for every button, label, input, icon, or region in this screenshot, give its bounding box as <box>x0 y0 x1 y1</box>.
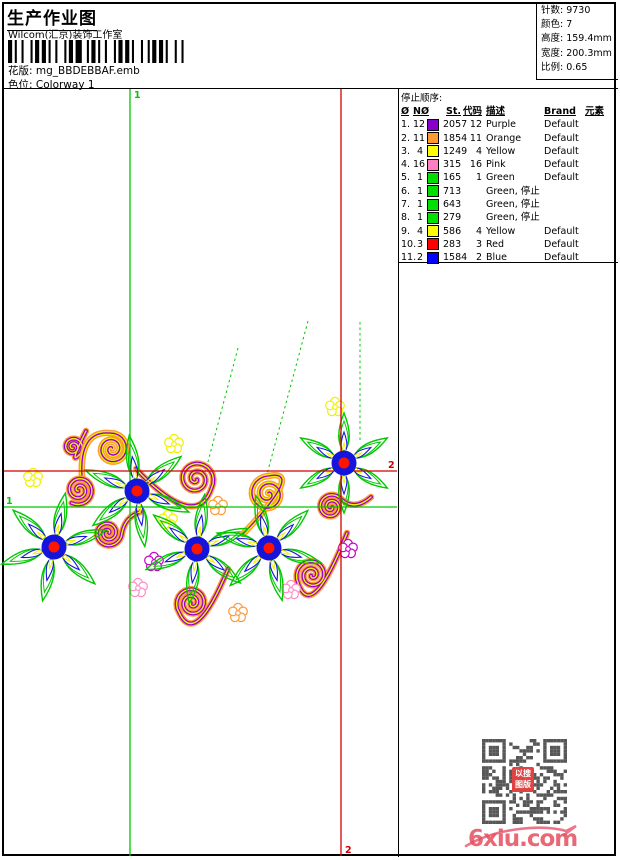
color-swatch <box>427 132 439 145</box>
svg-text:1: 1 <box>134 90 141 101</box>
table-row: 2. 11 1854 11 Orange Default <box>401 132 579 145</box>
table-row: 11. 2 1584 2 Blue Default <box>401 251 579 264</box>
col-brand: Brand <box>544 106 576 117</box>
seal-text-row: 图版 <box>515 780 531 789</box>
pattern-row: 花版: mg_BBDEBBAF.emb <box>8 63 140 78</box>
stop-sequence-header: Ø NØ St. 代码 描述 Brand 元素 <box>400 105 617 118</box>
design-stats-panel: 针数: 9730 颜色: 7 高度: 159.4mm 宽度: 200.3mm 比例: 0… <box>536 2 618 80</box>
design-area-right-border <box>398 88 399 857</box>
svg-text:1: 1 <box>6 496 13 507</box>
table-row: 4. 16 315 16 Pink Default <box>401 158 579 171</box>
stat-row: 宽度: 200.3mm <box>541 47 612 59</box>
stop-sequence-title: 停止顺序: <box>401 93 443 104</box>
color-swatch <box>427 225 439 238</box>
table-row: 9. 4 586 4 Yellow Default <box>401 225 579 238</box>
col-stitches: St. <box>446 106 461 117</box>
color-swatch <box>427 158 439 171</box>
watermark-text: 6xiu.com <box>468 826 578 852</box>
color-swatch <box>427 211 439 224</box>
table-row: 6. 1 713 Green, 停止 <box>401 185 540 198</box>
pattern-label: 花版: <box>8 65 33 77</box>
svg-text:2: 2 <box>388 460 395 471</box>
stat-row: 针数: 9730 <box>541 5 591 16</box>
stop-sequence-rows: 1. 12 2057 12 Purple Default 2. 11 1854 11 Orange D… <box>400 118 617 264</box>
color-swatch <box>427 251 439 264</box>
company-name: Wilcom(汇京)装饰工作室 <box>8 30 123 41</box>
header-divider <box>2 88 618 89</box>
col-seq: Ø <box>401 106 410 117</box>
color-swatch <box>427 198 439 211</box>
table-row: 7. 1 643 Green, 停止 <box>401 198 540 211</box>
table-row: 3. 4 1249 4 Yellow Default <box>401 145 579 158</box>
barcode <box>8 40 184 63</box>
col-element: 元素 <box>585 106 605 117</box>
svg-text:2: 2 <box>345 845 352 856</box>
stat-row: 颜色: 7 <box>541 19 573 31</box>
table-row: 10. 3 283 3 Red Default <box>401 238 579 251</box>
stop-table-bottom-border <box>399 262 618 263</box>
col-desc: 描述 <box>486 106 506 117</box>
table-row: 8. 1 279 Green, 停止 <box>401 211 540 224</box>
red-seal: 以搜 图版 <box>512 767 534 792</box>
color-swatch <box>427 145 439 158</box>
color-swatch <box>427 171 439 184</box>
stat-row: 比例: 0.65 <box>541 61 588 73</box>
table-row: 5. 1 165 1 Green Default <box>401 171 579 184</box>
page-title: 生产作业图 <box>7 4 97 31</box>
color-swatch <box>427 118 439 131</box>
table-row: 1. 12 2057 12 Purple Default <box>401 118 579 131</box>
col-needle: NØ <box>413 106 430 117</box>
watermark-swoosh <box>464 824 577 848</box>
col-code: 代码 <box>462 106 482 117</box>
stat-row: 高度: 159.4mm <box>541 33 612 45</box>
stop-sequence-table: 停止顺序: Ø NØ St. 代码 描述 Brand 元素 1. 12 2057 12… <box>400 89 617 265</box>
color-swatch <box>427 238 439 251</box>
seal-text-row: 以搜 <box>515 769 531 778</box>
pattern-value: mg_BBDEBBAF.emb <box>35 65 140 77</box>
qr-code <box>482 739 567 824</box>
color-swatch <box>427 185 439 198</box>
